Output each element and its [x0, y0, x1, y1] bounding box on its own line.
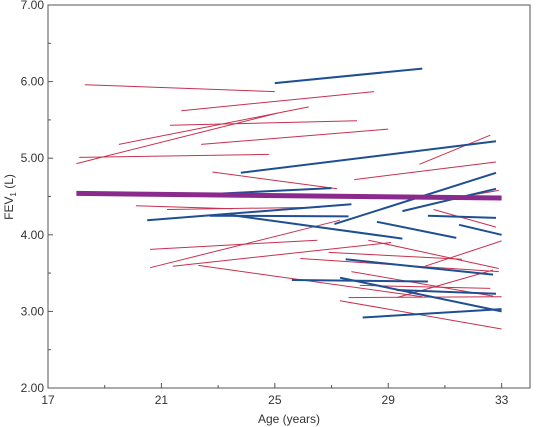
- subject-line-blue: [396, 289, 497, 295]
- y-axis-label-unit: (L): [2, 174, 16, 192]
- subject-line-red: [181, 91, 375, 112]
- subject-line-red: [433, 209, 497, 228]
- y-axis-ticks: 2.00 3.00 4.00 5.00 6.00 7.00: [21, 0, 53, 395]
- subject-line-red: [76, 112, 278, 165]
- y-axis-label-main: FEV: [2, 197, 16, 220]
- y-tick-label: 2.00: [21, 381, 45, 395]
- mean-trend-line: [76, 190, 502, 201]
- y-tick-label: 6.00: [21, 75, 45, 89]
- subject-line-red: [79, 153, 270, 158]
- subject-line-blue: [240, 140, 497, 174]
- subject-line-red: [348, 296, 502, 299]
- subject-line-red: [212, 171, 338, 190]
- subject-line-blue: [339, 276, 502, 313]
- y-tick-label: 5.00: [21, 151, 45, 165]
- subject-line-blue: [458, 223, 502, 236]
- subject-line-blue: [229, 213, 403, 240]
- x-tick-label: 25: [268, 393, 282, 407]
- subject-line-blue: [291, 279, 428, 283]
- subject-line-red: [169, 120, 358, 126]
- subject-line-red: [328, 251, 463, 260]
- subject-line-red: [167, 206, 321, 210]
- subject-line-blue: [427, 214, 497, 219]
- subject-line-red: [172, 242, 392, 267]
- subject-line-blue: [147, 203, 352, 222]
- y-tick-label: 7.00: [21, 0, 45, 12]
- x-tick-label: 33: [495, 393, 509, 407]
- subject-line-red: [118, 106, 309, 145]
- y-axis-label-subscript: 1: [9, 192, 18, 197]
- x-tick-label: 29: [382, 393, 396, 407]
- subject-line-blue: [402, 187, 497, 213]
- y-tick-label: 3.00: [21, 304, 45, 318]
- subject-line-red: [150, 239, 318, 250]
- plot-lines: [76, 67, 502, 330]
- subject-line-red: [419, 134, 491, 165]
- subject-line-blue: [274, 67, 423, 85]
- subject-line-red: [368, 239, 499, 269]
- subject-line-blue: [345, 258, 494, 276]
- subject-line-red: [201, 128, 389, 145]
- x-tick-label: 21: [155, 393, 169, 407]
- subject-line-blue: [362, 308, 502, 319]
- subject-line-red: [149, 219, 341, 269]
- subject-line-red: [135, 205, 233, 210]
- x-axis-label: Age (years): [258, 412, 320, 426]
- subject-line-blue: [376, 220, 457, 239]
- y-axis-label: FEV1 (L): [2, 174, 18, 220]
- x-axis-ticks: 17 21 25 29 33: [41, 383, 509, 407]
- y-tick-label: 4.00: [21, 228, 45, 242]
- subject-line-red: [424, 240, 502, 267]
- subject-line-red: [84, 84, 275, 93]
- subject-line-red: [354, 161, 497, 181]
- x-tick-label: 17: [41, 393, 55, 407]
